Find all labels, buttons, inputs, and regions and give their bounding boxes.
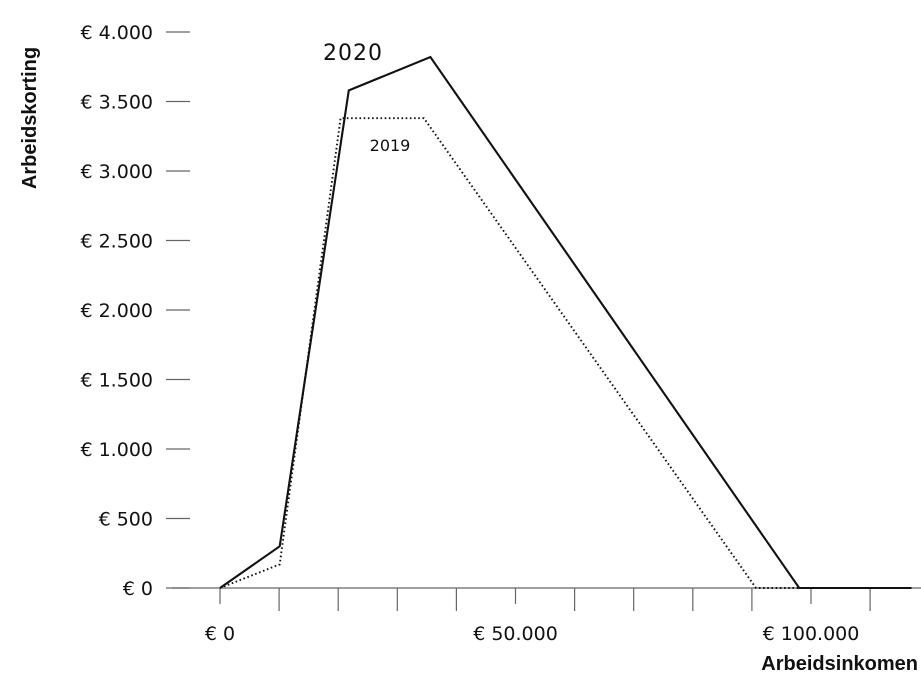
series-line-2019 bbox=[219, 117, 912, 589]
y-tick-label: € 2.500 bbox=[80, 231, 153, 253]
y-tick-label: € 0 bbox=[123, 578, 153, 600]
y-tick-label: € 3.000 bbox=[80, 161, 153, 183]
y-tick-label: € 4.000 bbox=[80, 22, 153, 44]
y-tick-label: € 3.500 bbox=[80, 92, 153, 114]
y-tick-label: € 1.500 bbox=[80, 370, 153, 392]
y-tick-label: € 1.000 bbox=[80, 439, 153, 461]
y-axis: € 0 € 500 € 1.000 € 1.500 € 2.000 € 2.500 € 3.… bbox=[80, 22, 190, 600]
series-line-2020 bbox=[219, 55, 912, 590]
x-tick-label: € 50.000 bbox=[473, 623, 558, 645]
y-axis-title: Arbeidskorting bbox=[19, 47, 41, 189]
series-label-2020: 2020 bbox=[323, 41, 383, 66]
x-axis: € 0 € 50.000 € 100.000 bbox=[172, 587, 921, 645]
series-label-2019: 2019 bbox=[370, 136, 411, 155]
x-axis-title: Arbeidsinkomen bbox=[761, 653, 918, 675]
series-lines bbox=[219, 55, 912, 590]
y-tick-label: € 500 bbox=[99, 509, 153, 531]
y-tick-label: € 2.000 bbox=[80, 300, 153, 322]
x-tick-label: € 0 bbox=[205, 623, 235, 645]
x-tick-label: € 100.000 bbox=[763, 623, 860, 645]
series-labels: 2020 2019 bbox=[323, 41, 410, 155]
